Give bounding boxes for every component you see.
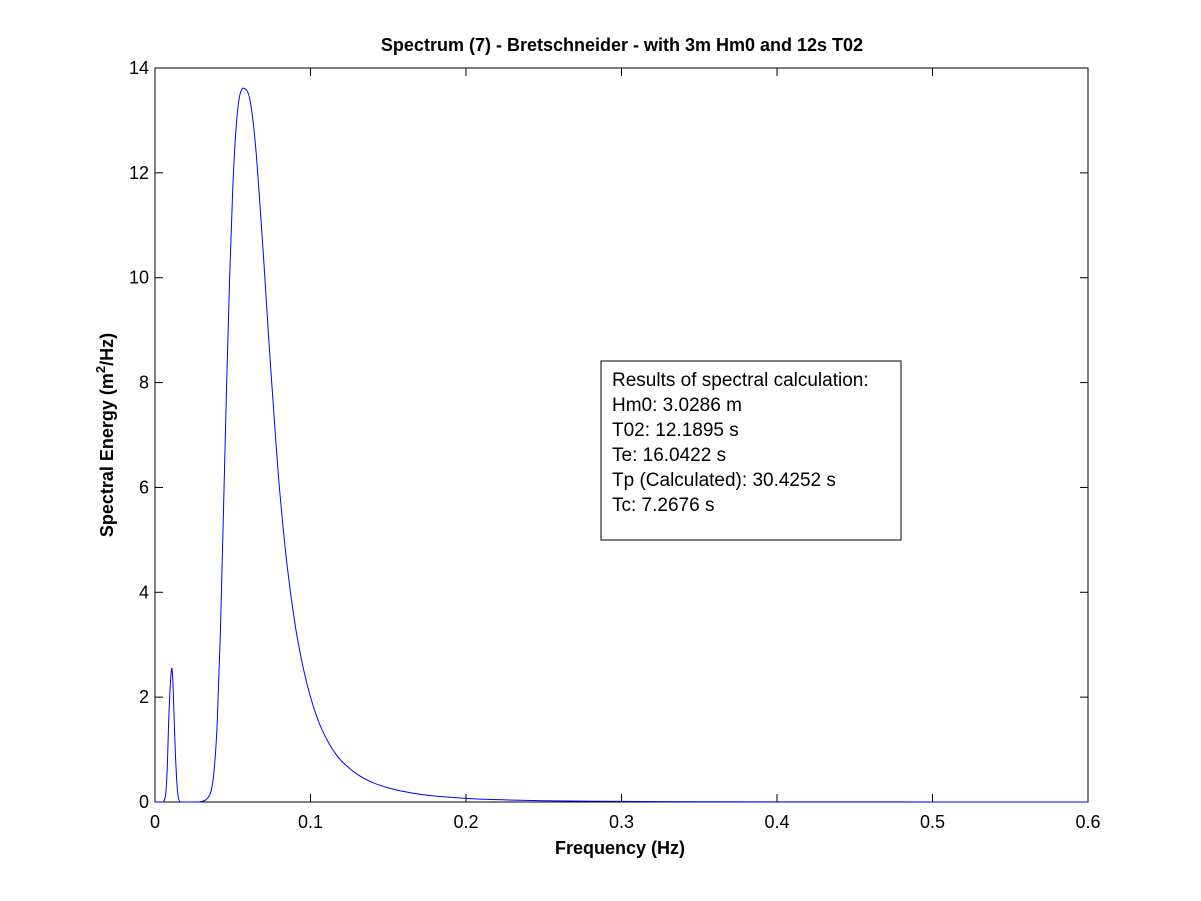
y-axis-label: Spectral Energy (m2/Hz) — [93, 333, 117, 537]
annotation-line: Te: 16.0422 s — [612, 445, 726, 466]
y-tick-labels: 0 2 4 6 8 10 12 14 — [129, 58, 149, 812]
y-tick-label: 6 — [139, 477, 149, 497]
results-annotation: Results of spectral calculation: Hm0: 3.… — [600, 360, 902, 541]
annotation-line: Hm0: 3.0286 m — [612, 395, 742, 416]
x-tick-label: 0.2 — [453, 812, 478, 832]
x-tick-label: 0.4 — [764, 812, 789, 832]
annotation-line: T02: 12.1895 s — [612, 420, 739, 441]
annotation-line: Tc: 7.2676 s — [612, 495, 714, 516]
y-tick-label: 14 — [129, 58, 149, 78]
y-tick-label: 12 — [129, 163, 149, 183]
y-tick-label: 2 — [139, 687, 149, 707]
y-tick-label: 10 — [129, 268, 149, 288]
x-axis-label: Frequency (Hz) — [555, 838, 685, 858]
annotation-line: Results of spectral calculation: — [612, 370, 869, 391]
annotation-box — [600, 360, 902, 541]
annotation-line: Tp (Calculated): 30.4252 s — [612, 470, 836, 491]
y-tick-label: 4 — [139, 582, 149, 602]
chart-title: Spectrum (7) - Bretschneider - with 3m H… — [381, 35, 863, 55]
spectrum-line — [155, 87, 1089, 803]
x-tick-label: 0.6 — [1075, 812, 1100, 832]
y-tick-label: 8 — [139, 373, 149, 393]
x-tick-label: 0.3 — [609, 812, 634, 832]
x-tick-labels: 0 0.1 0.2 0.3 0.4 0.5 0.6 — [150, 812, 1101, 832]
x-tick-label: 0 — [150, 812, 160, 832]
x-tick-label: 0.1 — [298, 812, 323, 832]
y-tick-label: 0 — [139, 792, 149, 812]
x-tick-label: 0.5 — [920, 812, 945, 832]
